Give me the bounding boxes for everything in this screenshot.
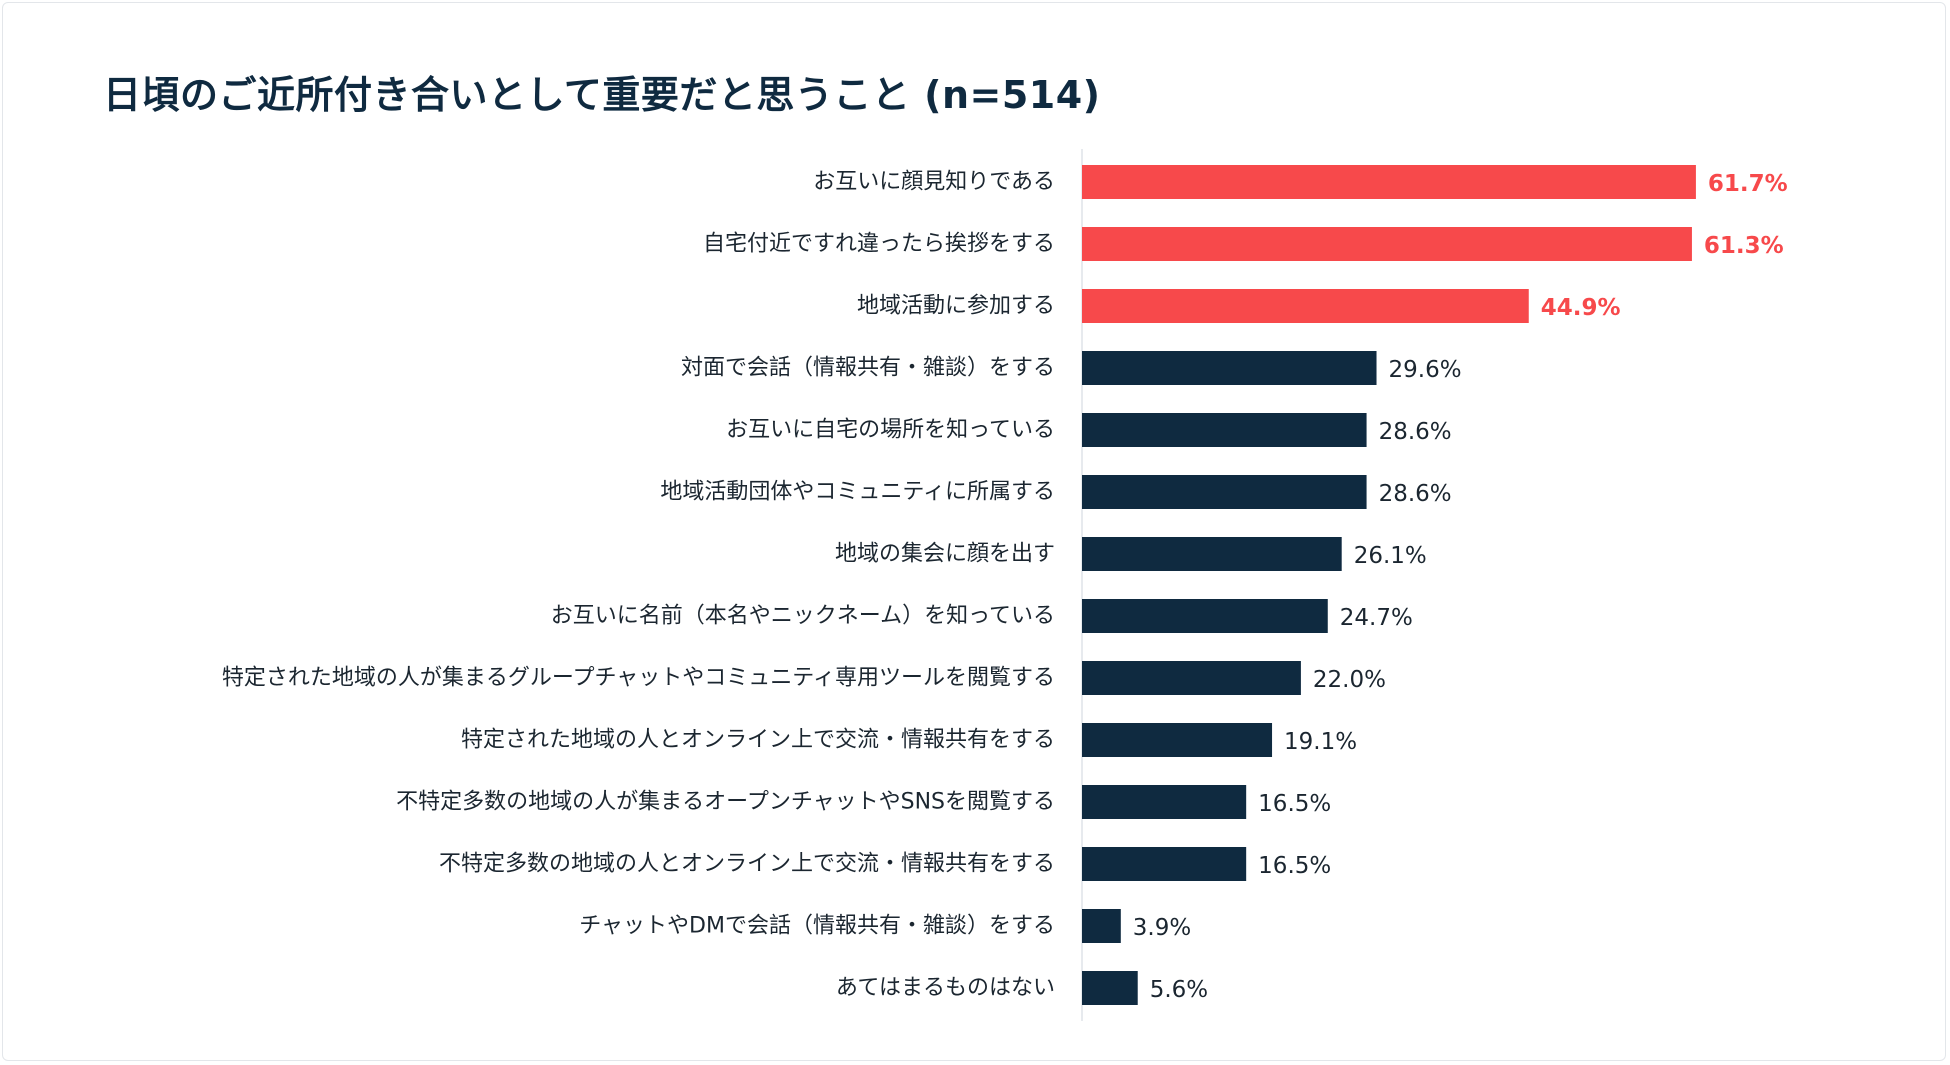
data-label: 28.6% [1379,419,1452,445]
data-label: 44.9% [1541,295,1621,321]
data-label: 61.3% [1704,233,1784,259]
data-label: 28.6% [1379,481,1452,507]
category-label: お互いに顔見知りである [813,170,1055,195]
bar [1082,971,1138,1005]
chart-title: 日頃のご近所付き合いとして重要だと思うこと (n=514) [103,73,1101,117]
category-label: あてはまるものはない [836,976,1055,1001]
category-label: 地域活動団体やコミュニティに所属する [660,480,1055,505]
data-label: 19.1% [1284,729,1357,755]
data-label: 3.9% [1133,915,1191,941]
bar [1082,723,1273,757]
bar [1082,475,1367,509]
data-label: 29.6% [1389,357,1462,383]
category-label: 特定された地域の人とオンライン上で交流・情報共有をする [461,728,1055,753]
bar [1082,847,1247,881]
bar [1082,413,1367,447]
category-label: 不特定多数の地域の人とオンライン上で交流・情報共有をする [439,852,1055,877]
data-label: 61.7% [1708,171,1788,197]
data-label: 16.5% [1258,791,1331,817]
bar [1082,661,1301,695]
category-label: お互いに名前（本名やニックネーム）を知っている [551,604,1055,629]
category-label: 自宅付近ですれ違ったら挨拶をする [703,232,1055,257]
bar [1082,909,1121,943]
data-label: 24.7% [1340,605,1413,631]
data-label: 5.6% [1150,977,1208,1003]
category-label: 不特定多数の地域の人が集まるオープンチャットやSNSを閲覧する [396,790,1055,815]
data-label: 16.5% [1258,853,1331,879]
data-label: 22.0% [1313,667,1386,693]
category-label: 対面で会話（情報共有・雑談）をする [681,356,1055,381]
bar [1082,599,1328,633]
bar [1082,289,1529,323]
data-label: 26.1% [1354,543,1427,569]
category-label: チャットやDMで会話（情報共有・雑談）をする [579,914,1055,939]
bar [1082,165,1696,199]
category-label: 地域活動に参加する [857,294,1055,319]
bar [1082,227,1692,261]
category-label: 特定された地域の人が集まるグループチャットやコミュニティ専用ツールを閲覧する [222,666,1055,691]
bar [1082,351,1377,385]
bar [1082,785,1247,819]
category-label: お互いに自宅の場所を知っている [726,418,1055,443]
category-label: 地域の集会に顔を出す [835,542,1055,567]
bar [1082,537,1342,571]
